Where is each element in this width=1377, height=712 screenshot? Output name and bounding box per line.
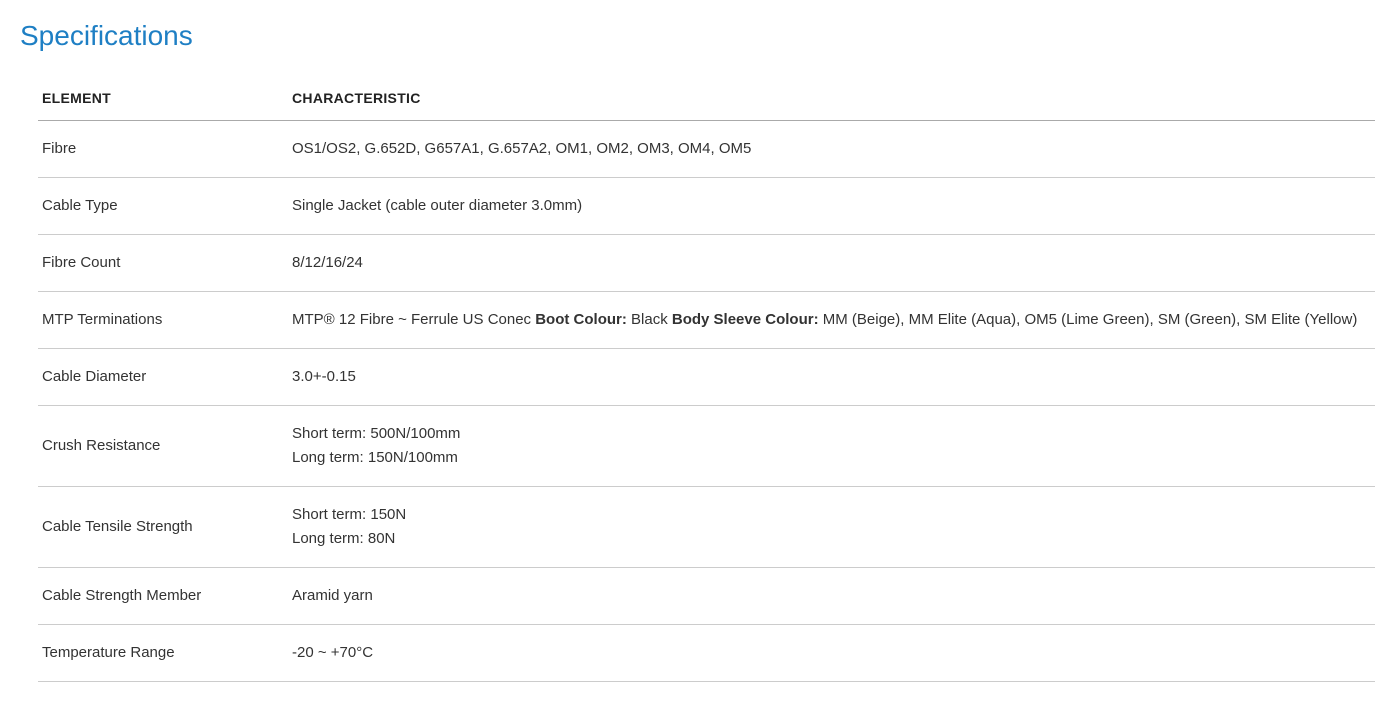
- cell-characteristic: OS1/OS2, G.652D, G657A1, G.657A2, OM1, O…: [288, 121, 1375, 178]
- crush-short-term: Short term: 500N/100mm: [292, 425, 460, 442]
- cell-characteristic: MTP® 12 Fibre ~ Ferrule US Conec Boot Co…: [288, 292, 1375, 349]
- cell-element: Cable Tensile Strength: [38, 487, 288, 568]
- specifications-table: ELEMENT CHARACTERISTIC Fibre OS1/OS2, G.…: [38, 76, 1375, 682]
- cell-element: Crush Resistance: [38, 406, 288, 487]
- tensile-short-term: Short term: 150N: [292, 506, 406, 523]
- cell-element: MTP Terminations: [38, 292, 288, 349]
- header-characteristic: CHARACTERISTIC: [288, 76, 1375, 121]
- table-row: Cable Tensile Strength Short term: 150N …: [38, 487, 1375, 568]
- table-header-row: ELEMENT CHARACTERISTIC: [38, 76, 1375, 121]
- page-title: Specifications: [20, 20, 1357, 52]
- mtp-prefix: MTP® 12 Fibre ~ Ferrule US Conec: [292, 311, 535, 328]
- table-row: Fibre OS1/OS2, G.652D, G657A1, G.657A2, …: [38, 121, 1375, 178]
- mtp-boot-colour-label: Boot Colour:: [535, 311, 627, 328]
- table-row: Cable Diameter 3.0+-0.15: [38, 349, 1375, 406]
- mtp-boot-colour-value: Black: [627, 311, 672, 328]
- cell-element: Cable Diameter: [38, 349, 288, 406]
- cell-characteristic: Single Jacket (cable outer diameter 3.0m…: [288, 178, 1375, 235]
- cell-characteristic: 3.0+-0.15: [288, 349, 1375, 406]
- mtp-body-sleeve-value: MM (Beige), MM Elite (Aqua), OM5 (Lime G…: [819, 311, 1358, 328]
- cell-element: Cable Strength Member: [38, 568, 288, 625]
- cell-characteristic: -20 ~ +70°C: [288, 625, 1375, 682]
- table-row: Cable Strength Member Aramid yarn: [38, 568, 1375, 625]
- cell-characteristic: 8/12/16/24: [288, 235, 1375, 292]
- cell-characteristic: Short term: 150N Long term: 80N: [288, 487, 1375, 568]
- table-row: Temperature Range -20 ~ +70°C: [38, 625, 1375, 682]
- table-row: Fibre Count 8/12/16/24: [38, 235, 1375, 292]
- cell-element: Cable Type: [38, 178, 288, 235]
- cell-characteristic: Aramid yarn: [288, 568, 1375, 625]
- crush-long-term: Long term: 150N/100mm: [292, 449, 458, 466]
- cell-element: Fibre: [38, 121, 288, 178]
- cell-element: Temperature Range: [38, 625, 288, 682]
- cell-characteristic: Short term: 500N/100mm Long term: 150N/1…: [288, 406, 1375, 487]
- tensile-long-term: Long term: 80N: [292, 530, 395, 547]
- cell-element: Fibre Count: [38, 235, 288, 292]
- table-row: Cable Type Single Jacket (cable outer di…: [38, 178, 1375, 235]
- header-element: ELEMENT: [38, 76, 288, 121]
- table-row: MTP Terminations MTP® 12 Fibre ~ Ferrule…: [38, 292, 1375, 349]
- table-row: Crush Resistance Short term: 500N/100mm …: [38, 406, 1375, 487]
- mtp-body-sleeve-label: Body Sleeve Colour:: [672, 311, 819, 328]
